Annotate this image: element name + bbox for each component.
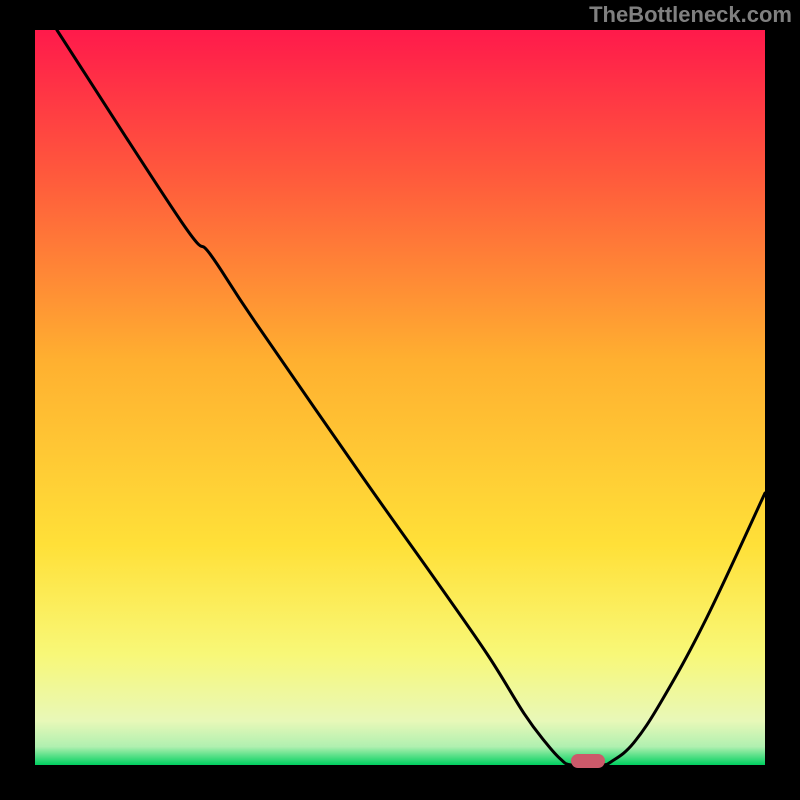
watermark-text: TheBottleneck.com (589, 2, 792, 28)
chart-frame: TheBottleneck.com (0, 0, 800, 800)
bottleneck-marker (571, 754, 605, 768)
plot-area (35, 30, 765, 765)
bottleneck-curve (57, 30, 765, 765)
plot-svg (35, 30, 765, 765)
